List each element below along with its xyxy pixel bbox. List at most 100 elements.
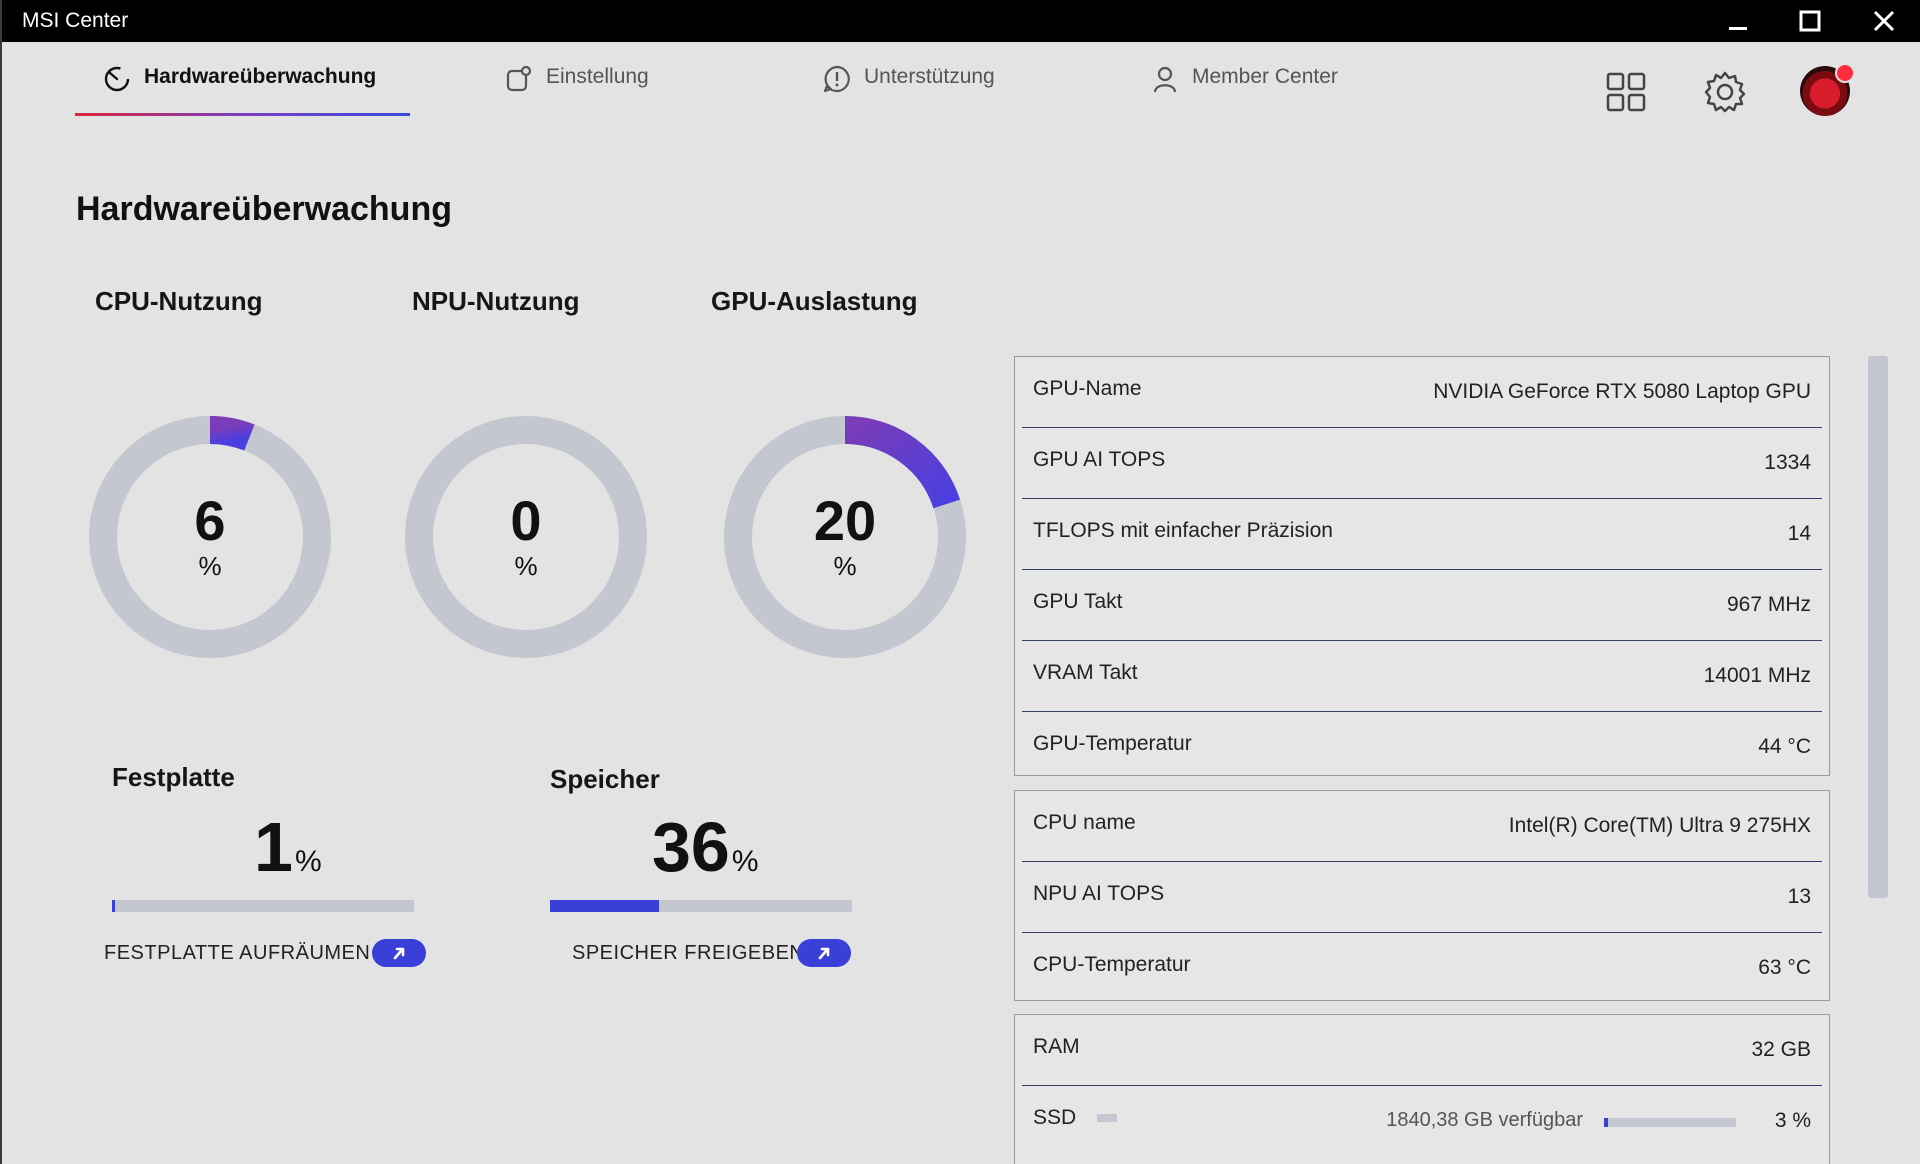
info-key: NPU AI TOPS	[1033, 882, 1165, 905]
memory-percent: 36	[652, 808, 730, 886]
scrollbar-thumb[interactable]	[1868, 356, 1888, 898]
info-row-vram-clock: VRAM Takt 14001 MHz	[1022, 641, 1822, 712]
ssd-usage-fill	[1604, 1118, 1608, 1127]
memory-unit: %	[731, 845, 759, 878]
maximize-icon	[1799, 10, 1821, 32]
info-value: 63 °C	[1758, 956, 1811, 979]
gauge-unit: %	[198, 551, 222, 581]
gpu-usage-gauge: 20 %	[721, 413, 969, 661]
maximize-button[interactable]	[1774, 0, 1846, 42]
memory-usage-bar	[550, 900, 852, 912]
gauge-unit: %	[833, 551, 857, 581]
info-row-tflops: TFLOPS mit einfacher Präzision 14	[1022, 499, 1822, 570]
support-icon	[823, 65, 850, 93]
npu-usage-gauge: 0 %	[402, 413, 650, 661]
active-tab-indicator	[75, 113, 410, 116]
cpu-usage-gauge: 6 %	[86, 413, 334, 661]
info-key: VRAM Takt	[1033, 661, 1138, 684]
info-row-gpu-clock: GPU Takt 967 MHz	[1022, 570, 1822, 641]
tab-member-center[interactable]: Member Center	[1150, 62, 1338, 112]
info-row-ram: RAM 32 GB	[1022, 1015, 1822, 1086]
disk-unit: %	[294, 845, 322, 878]
disk-cleanup-label: FESTPLATTE AUFRÄUMEN	[104, 942, 371, 964]
info-key: CPU name	[1033, 811, 1136, 834]
gauge-track	[405, 416, 647, 658]
tab-label: Member Center	[1192, 65, 1338, 88]
info-key: GPU-Temperatur	[1033, 732, 1192, 755]
disk-title: Festplatte	[112, 762, 235, 792]
tab-label: Einstellung	[546, 65, 649, 88]
info-row-ssd: SSD 1840,38 GB verfügbar 3 %	[1022, 1086, 1822, 1156]
cpu-info-panel: CPU name Intel(R) Core(TM) Ultra 9 275HX…	[1014, 790, 1830, 1001]
info-value: 32 GB	[1751, 1038, 1811, 1061]
tab-label: Unterstützung	[864, 65, 995, 88]
tab-label: Hardwareüberwachung	[144, 65, 377, 88]
info-row-gpu-ai-tops: GPU AI TOPS 1334	[1022, 428, 1822, 499]
close-button[interactable]	[1848, 0, 1920, 42]
memory-usage-fill	[550, 900, 659, 912]
npu-usage-title: NPU-Nutzung	[412, 286, 580, 316]
close-icon	[1873, 10, 1895, 32]
info-key: SSD	[1033, 1106, 1077, 1129]
memory-info-panel: RAM 32 GB SSD 1840,38 GB verfügbar 3 %	[1014, 1014, 1830, 1164]
info-value: 44 °C	[1758, 735, 1811, 758]
minimize-icon	[1729, 27, 1747, 30]
tab-hardwareueberwachung[interactable]: Hardwareüberwachung	[102, 62, 376, 112]
minimize-button[interactable]	[1702, 0, 1774, 42]
title-bar: MSI Center	[2, 0, 1920, 42]
top-navigation: Hardwareüberwachung Einstellung Unterstü…	[2, 42, 1920, 122]
gauge-arc	[844, 416, 961, 509]
gauge-icon	[104, 66, 130, 92]
tab-unterstuetzung[interactable]: Unterstützung	[822, 62, 995, 112]
info-row-cpu-temperature: CPU-Temperatur 63 °C	[1022, 933, 1822, 1003]
boost-arrow-icon	[818, 947, 830, 960]
info-row-gpu-name: GPU-Name NVIDIA GeForce RTX 5080 Laptop …	[1022, 357, 1822, 428]
gauge-value: 6	[194, 489, 226, 552]
disk-value: 1%	[254, 812, 322, 882]
ssd-mini-indicator	[1097, 1114, 1117, 1122]
info-row-gpu-temperature: GPU-Temperatur 44 °C	[1022, 712, 1822, 782]
info-key: GPU AI TOPS	[1033, 448, 1166, 471]
disk-usage-fill	[112, 900, 116, 912]
memory-title: Speicher	[550, 764, 660, 794]
disk-percent: 1	[254, 808, 293, 886]
gauge-value: 20	[813, 489, 877, 552]
info-row-cpu-name: CPU name Intel(R) Core(TM) Ultra 9 275HX	[1022, 791, 1822, 862]
gauge-value: 0	[510, 489, 542, 552]
gauge-arc	[209, 416, 255, 451]
tab-einstellung[interactable]: Einstellung	[504, 62, 649, 112]
gpu-info-panel: GPU-Name NVIDIA GeForce RTX 5080 Laptop …	[1014, 356, 1830, 776]
settings-tab-icon	[506, 65, 532, 92]
info-value: 14001 MHz	[1703, 664, 1811, 687]
disk-usage-bar	[112, 900, 414, 912]
info-key: CPU-Temperatur	[1033, 953, 1191, 976]
memory-release-button[interactable]	[797, 939, 851, 967]
info-key: GPU-Name	[1033, 377, 1142, 400]
memory-value: 36%	[652, 812, 759, 882]
boost-arrow-icon	[393, 947, 405, 960]
info-value: NVIDIA GeForce RTX 5080 Laptop GPU	[1433, 380, 1811, 403]
info-value: 14	[1787, 522, 1811, 545]
memory-release-label: SPEICHER FREIGEBEN	[572, 942, 805, 964]
person-icon	[1153, 66, 1177, 93]
info-value: 3 %	[1774, 1109, 1811, 1132]
info-row-npu-ai-tops: NPU AI TOPS 13	[1022, 862, 1822, 933]
gpu-usage-title: GPU-Auslastung	[711, 286, 918, 316]
info-key: GPU Takt	[1033, 590, 1123, 613]
info-value: 13	[1787, 885, 1811, 908]
ssd-available: 1840,38 GB verfügbar	[1386, 1109, 1583, 1131]
apps-grid-icon[interactable]	[1604, 70, 1648, 114]
page-title: Hardwareüberwachung	[76, 190, 452, 228]
info-value: 967 MHz	[1726, 593, 1811, 616]
notification-badge	[1835, 63, 1855, 83]
window-title: MSI Center	[22, 9, 129, 32]
ssd-usage-bar	[1604, 1118, 1736, 1127]
disk-cleanup-button[interactable]	[372, 939, 426, 967]
gear-icon[interactable]	[1703, 70, 1747, 114]
info-key: RAM	[1033, 1035, 1080, 1058]
gauge-unit: %	[514, 551, 538, 581]
info-key: TFLOPS mit einfacher Präzision	[1033, 519, 1333, 542]
info-value: 1334	[1764, 451, 1811, 474]
info-value: Intel(R) Core(TM) Ultra 9 275HX	[1508, 814, 1811, 837]
